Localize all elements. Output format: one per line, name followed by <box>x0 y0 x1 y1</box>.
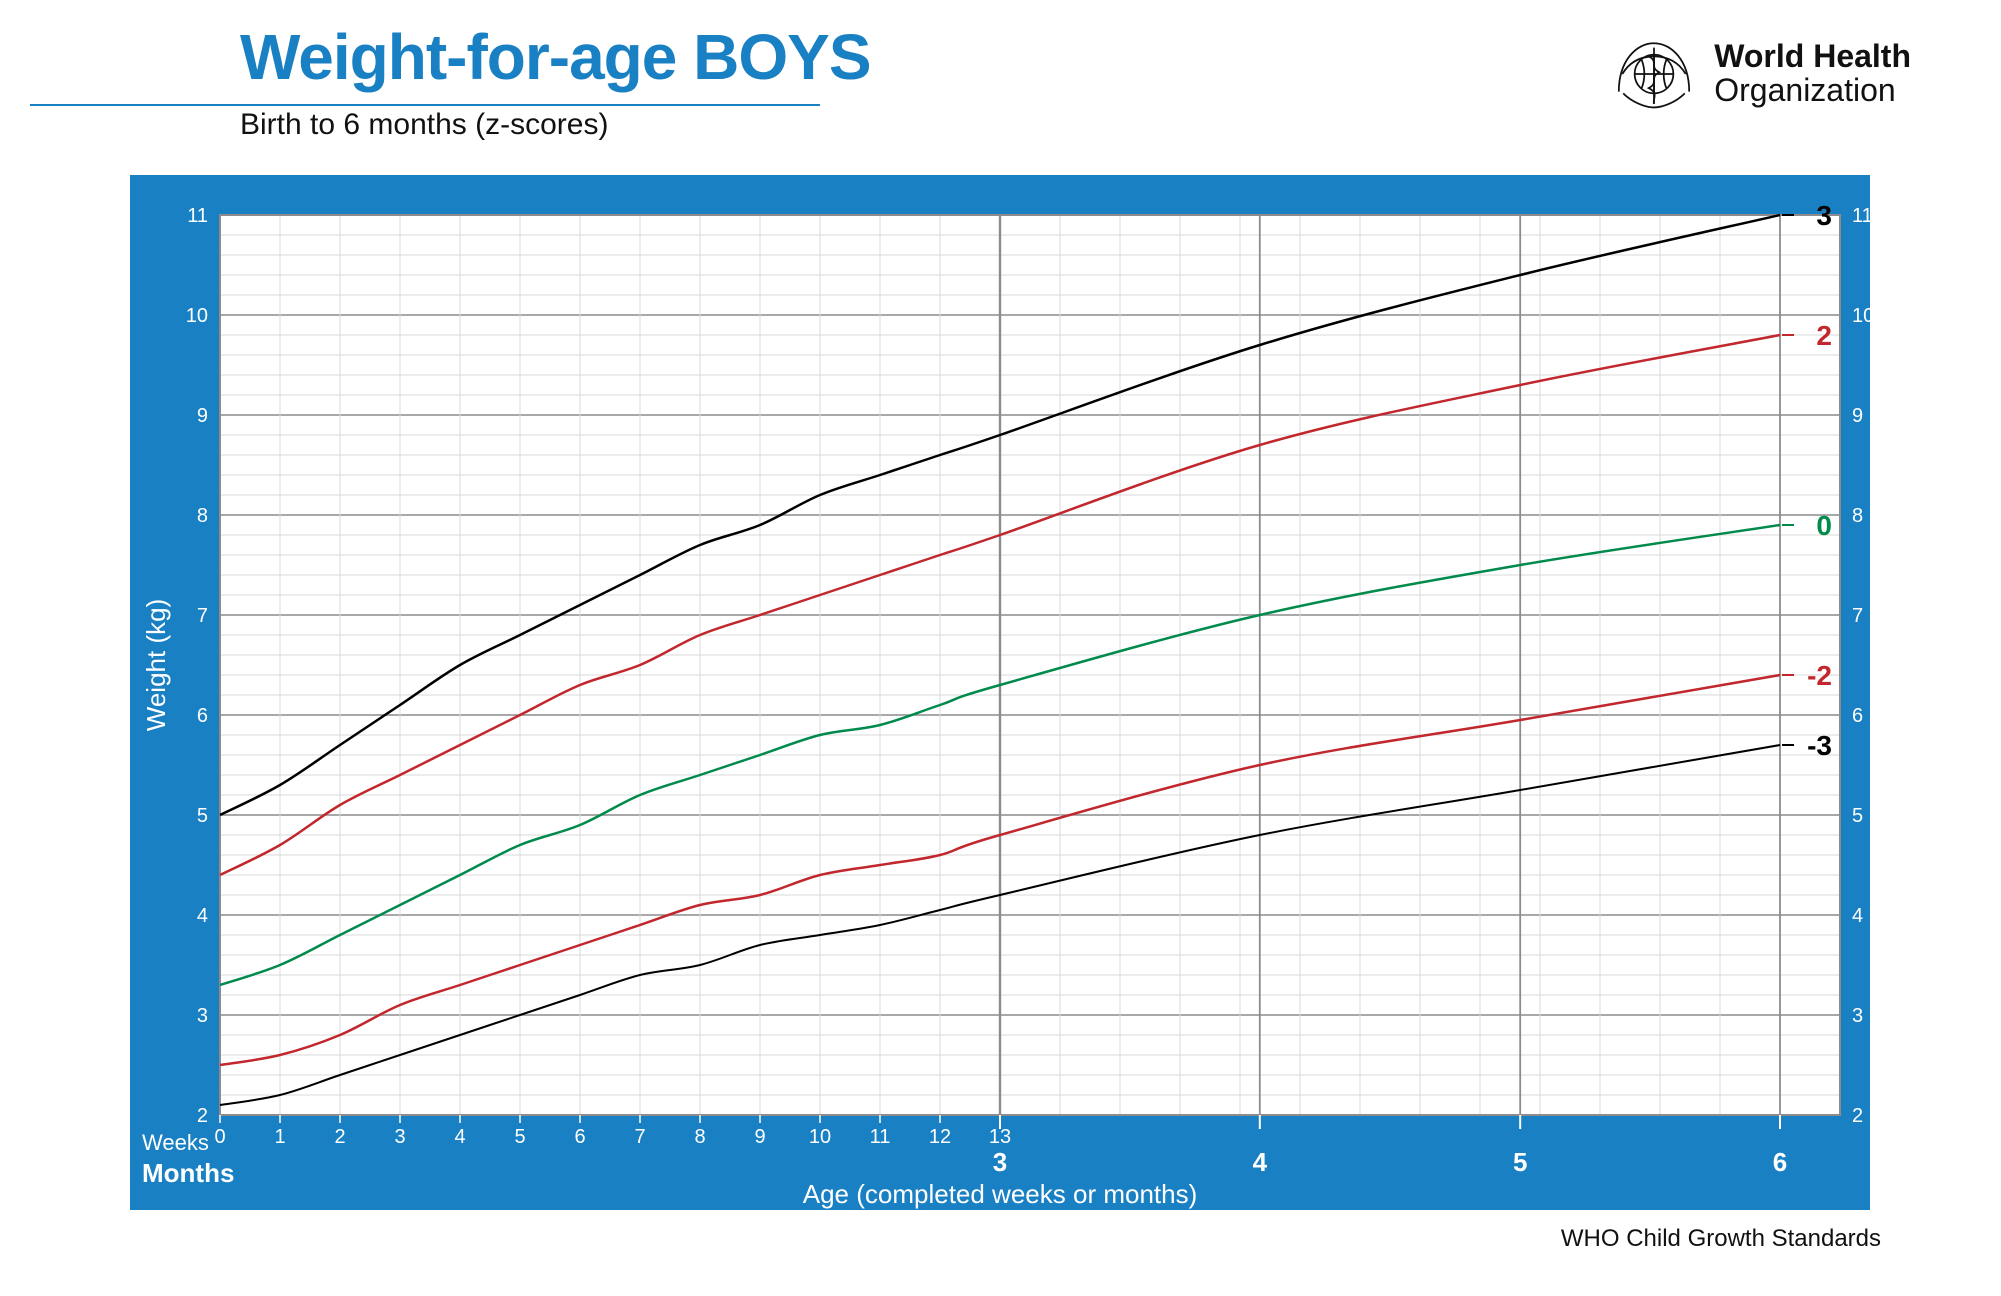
y-tick-left: 6 <box>197 705 208 727</box>
y-tick-left: 9 <box>197 405 208 427</box>
y-tick-right: 5 <box>1852 805 1863 827</box>
page: Weight-for-age BOYS Birth to 6 months (z… <box>0 0 2001 1296</box>
x-week-tick: 3 <box>394 1126 405 1148</box>
x-week-tick: 7 <box>634 1126 645 1148</box>
zscore-label: 3 <box>1816 200 1832 231</box>
who-logo-block: World Health Organization <box>1610 30 1911 118</box>
y-axis-title: Weight (kg) <box>141 599 171 731</box>
zscore-label: -3 <box>1807 730 1832 761</box>
y-tick-right: 9 <box>1852 405 1863 427</box>
header: Weight-for-age BOYS Birth to 6 months (z… <box>0 0 2001 190</box>
x-week-tick: 1 <box>274 1126 285 1148</box>
title-underline <box>30 104 820 106</box>
chart-subtitle: Birth to 6 months (z-scores) <box>240 108 608 142</box>
y-tick-right: 10 <box>1852 305 1870 327</box>
y-tick-right: 6 <box>1852 705 1863 727</box>
x-months-label: Months <box>142 1158 234 1189</box>
y-tick-right: 3 <box>1852 1005 1863 1027</box>
who-logo-line1: World Health <box>1714 38 1911 74</box>
x-week-tick: 10 <box>809 1126 831 1148</box>
x-week-tick: 2 <box>334 1126 345 1148</box>
y-tick-right: 4 <box>1852 905 1863 927</box>
x-month-tick: 6 <box>1773 1147 1787 1177</box>
y-tick-left: 7 <box>197 605 208 627</box>
footer-text: WHO Child Growth Standards <box>1561 1225 1881 1253</box>
x-axis-title: Age (completed weeks or months) <box>803 1179 1198 1209</box>
y-tick-right: 2 <box>1852 1105 1863 1127</box>
x-week-tick: 9 <box>754 1126 765 1148</box>
y-tick-left: 2 <box>197 1105 208 1127</box>
y-tick-left: 5 <box>197 805 208 827</box>
x-week-tick: 5 <box>514 1126 525 1148</box>
chart-frame: 2233445566778899101011110123456789101112… <box>130 175 1870 1210</box>
growth-chart: 2233445566778899101011110123456789101112… <box>130 175 1870 1210</box>
x-week-tick: 13 <box>989 1126 1011 1148</box>
x-week-tick: 11 <box>870 1126 891 1148</box>
x-month-tick: 3 <box>993 1147 1007 1177</box>
who-logo-text: World Health Organization <box>1714 40 1911 107</box>
x-week-tick: 8 <box>694 1126 705 1148</box>
x-week-tick: 6 <box>574 1126 585 1148</box>
zscore-label: 2 <box>1816 320 1832 351</box>
y-tick-right: 8 <box>1852 505 1863 527</box>
who-logo-icon <box>1610 30 1698 118</box>
y-tick-left: 3 <box>197 1005 208 1027</box>
zscore-label: -2 <box>1807 660 1832 691</box>
who-logo-line2: Organization <box>1714 72 1895 108</box>
x-month-tick: 5 <box>1513 1147 1527 1177</box>
y-tick-left: 11 <box>187 205 208 227</box>
y-tick-left: 8 <box>197 505 208 527</box>
y-tick-left: 10 <box>186 305 208 327</box>
x-weeks-label: Weeks <box>142 1130 209 1156</box>
x-week-tick: 0 <box>214 1126 225 1148</box>
title-block: Weight-for-age BOYS <box>240 20 871 94</box>
y-tick-left: 4 <box>197 905 208 927</box>
x-week-tick: 4 <box>454 1126 465 1148</box>
x-month-tick: 4 <box>1253 1147 1268 1177</box>
y-tick-right: 11 <box>1852 205 1870 227</box>
x-week-tick: 12 <box>929 1126 951 1148</box>
zscore-label: 0 <box>1816 510 1832 541</box>
chart-title: Weight-for-age BOYS <box>240 20 871 94</box>
y-tick-right: 7 <box>1852 605 1863 627</box>
